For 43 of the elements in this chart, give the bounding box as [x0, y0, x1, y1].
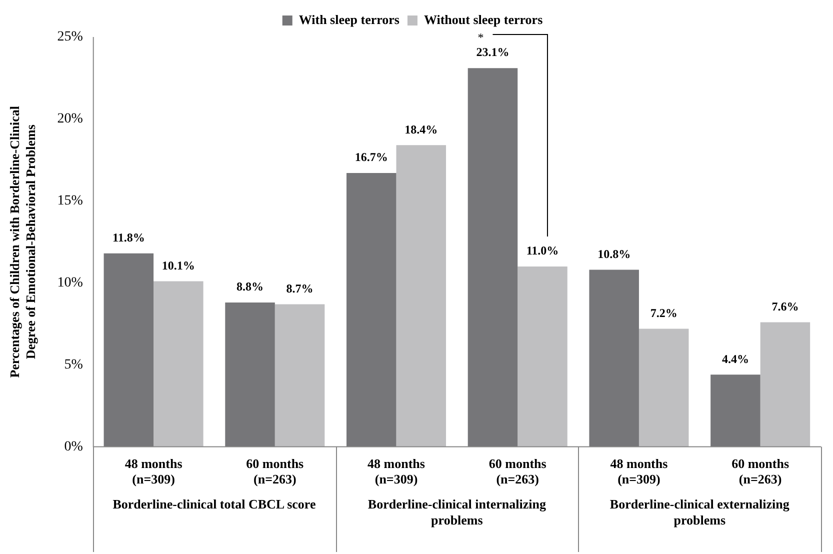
y-tick-label: 5% [64, 358, 84, 373]
legend-label: Without sleep terrors [424, 12, 543, 27]
data-label: 23.1% [476, 45, 510, 60]
data-label: 10.8% [598, 246, 631, 261]
x-tick-label: 60 months (n=263) [246, 456, 304, 487]
bar [396, 145, 446, 447]
text: Borderline-clinical total CBCL score [112, 496, 316, 512]
data-label: 7.6% [772, 299, 799, 314]
text: Borderline-clinical internalizing problems [368, 496, 546, 528]
data-label: 8.8% [236, 280, 264, 294]
data-label: 4.4% [722, 352, 749, 366]
bar [589, 270, 639, 447]
bar [225, 302, 275, 447]
data-label: 7.2% [650, 306, 678, 320]
bar [104, 253, 154, 447]
y-tick-label: 0% [64, 439, 84, 454]
y-tick-label: 25% [57, 30, 84, 45]
x-tick-label: 48 months (n=309) [124, 456, 182, 487]
bar [468, 68, 518, 447]
data-label: 11.0% [526, 244, 559, 258]
bar [638, 328, 689, 447]
annotation: * [478, 30, 484, 45]
bar [760, 322, 810, 447]
x-tick-label: 48 months (n=309) [610, 456, 668, 487]
bar [346, 173, 396, 447]
x-tick-label: 60 months (n=263) [732, 456, 790, 487]
y-axis-title: Percentages of Children with Borderline-Clinical Degree of Emotional-Behavioral Problems [7, 106, 38, 378]
x-tick-label: 48 months (n=309) [368, 456, 425, 487]
y-tick-label: 15% [57, 194, 84, 209]
bar [710, 374, 760, 447]
bar [274, 304, 325, 447]
data-label: 11.8% [112, 230, 145, 244]
y-tick-label: 10% [57, 276, 84, 291]
data-label: 18.4% [404, 122, 438, 136]
text: Borderline-clinical externalizing problems [610, 496, 790, 528]
x-tick-label: 60 months (n=263) [488, 456, 546, 487]
data-label: 8.7% [286, 281, 314, 296]
y-tick-label: 20% [57, 112, 84, 127]
bar [154, 281, 204, 447]
legend-label: With sleep terrors [298, 12, 400, 27]
data-label: 16.7% [354, 150, 388, 164]
bar [518, 266, 568, 447]
data-label: 10.1% [162, 258, 195, 272]
